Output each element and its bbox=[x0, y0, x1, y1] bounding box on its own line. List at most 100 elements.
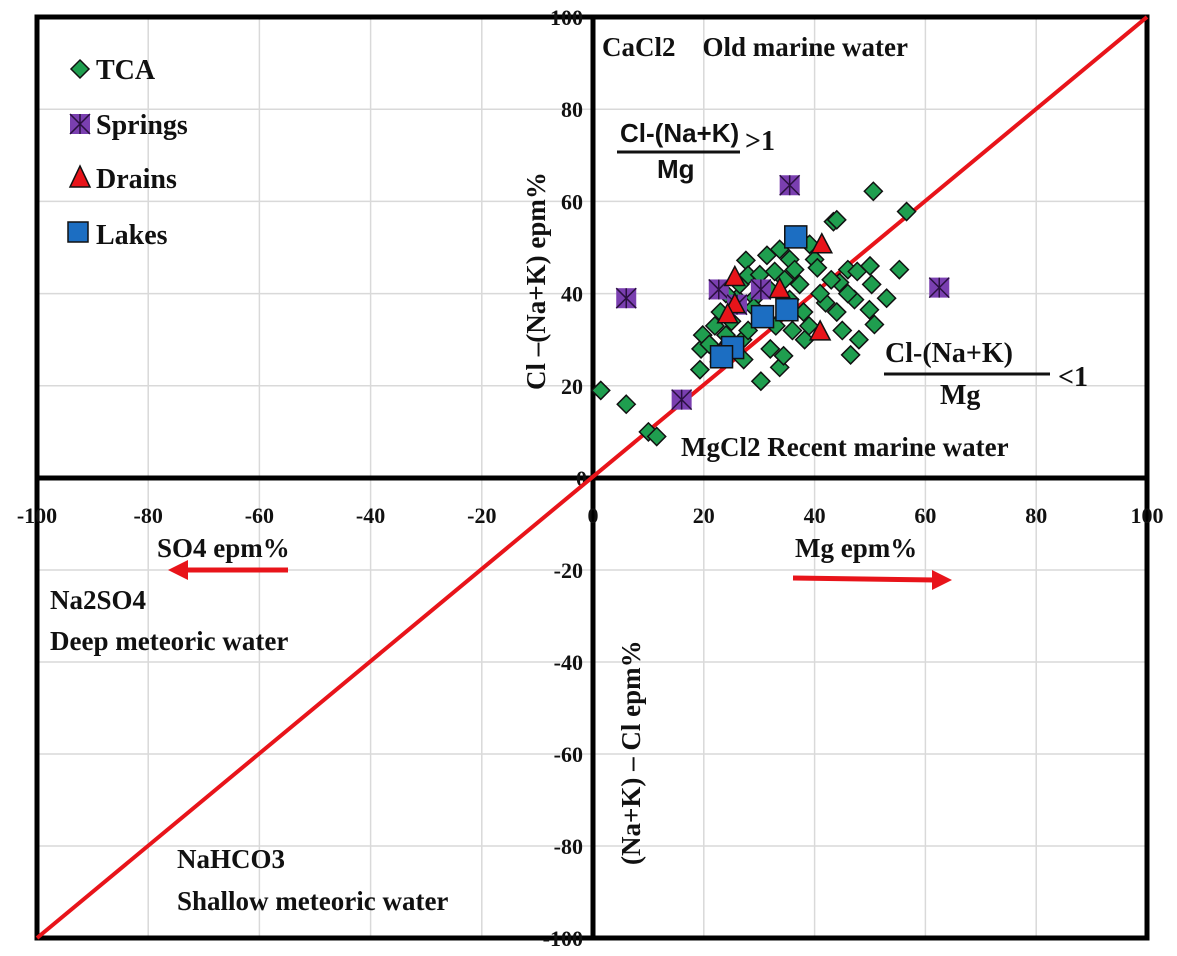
data-point-drains bbox=[768, 276, 791, 299]
x-tick-label: -100 bbox=[17, 503, 57, 528]
data-point-drains bbox=[810, 232, 834, 254]
x-axis-title-negative: SO4 epm% bbox=[157, 533, 290, 563]
data-point-tca bbox=[689, 359, 710, 380]
data-point-springs bbox=[708, 278, 730, 300]
legend-item-tca: TCA bbox=[69, 55, 156, 86]
data-point-tca bbox=[798, 315, 820, 336]
y-axis-title-positive: Cl –(Na+K) epm% bbox=[521, 172, 551, 390]
quadrant-label-cacl2: CaCl2 Old marine water bbox=[602, 32, 908, 62]
data-point-tca bbox=[590, 380, 611, 401]
legend-label-lakes: Lakes bbox=[96, 220, 168, 251]
data-point-tca bbox=[861, 274, 882, 295]
data-point-tca bbox=[782, 320, 803, 341]
x-tick-label: -40 bbox=[356, 503, 385, 528]
legend-item-lakes: Lakes bbox=[67, 220, 168, 251]
legend-marker-tca bbox=[69, 58, 91, 80]
data-point-tca bbox=[810, 283, 831, 304]
legend-marker-drains bbox=[68, 164, 92, 188]
y-tick-label: -100 bbox=[543, 926, 583, 951]
ratio-annotation-above: Cl-(Na+K) Mg >1 bbox=[617, 118, 775, 184]
data-point-springs bbox=[750, 278, 772, 300]
data-point-drains bbox=[808, 319, 832, 341]
x-axis-title-positive: Mg epm% bbox=[795, 533, 917, 563]
data-point-tca bbox=[876, 288, 897, 309]
y-tick-label: 80 bbox=[561, 97, 583, 122]
data-point-drains bbox=[716, 302, 739, 324]
data-point-springs bbox=[779, 174, 801, 196]
data-point-drains bbox=[723, 264, 747, 287]
x-tick-label: 60 bbox=[914, 503, 936, 528]
data-point-tca bbox=[773, 345, 794, 366]
y-tick-label: 60 bbox=[561, 189, 583, 214]
data-point-tca bbox=[784, 259, 805, 280]
data-point-lakes bbox=[709, 345, 734, 369]
data-point-lakes bbox=[750, 304, 775, 329]
quadrant-label-deep-meteoric: Deep meteoric water bbox=[50, 626, 288, 656]
ratio-below-relation: <1 bbox=[1058, 362, 1088, 393]
legend: TCA Springs Drains Lakes bbox=[67, 55, 188, 251]
ratio-above-relation: >1 bbox=[745, 126, 775, 157]
tick-labels: -100 -80 -60 -40 -20 0 20 40 60 80 100 -100 -80 -60 -4… bbox=[17, 5, 1164, 951]
y-tick-label: -20 bbox=[554, 558, 583, 583]
ratio-annotation-below: Cl-(Na+K) Mg <1 bbox=[884, 338, 1088, 411]
x-tick-label: 20 bbox=[693, 503, 715, 528]
x-tick-label: -80 bbox=[134, 503, 163, 528]
data-point-tca bbox=[832, 320, 853, 341]
y-tick-label: 100 bbox=[550, 5, 583, 30]
data-point-tca bbox=[826, 209, 847, 230]
quadrant-label-nahco3: NaHCO3 bbox=[177, 844, 285, 874]
y-tick-label: 40 bbox=[561, 282, 583, 307]
data-point-tca bbox=[896, 201, 917, 222]
data-point-springs bbox=[615, 287, 637, 309]
quadrant-label-na2so4: Na2SO4 bbox=[50, 585, 146, 615]
legend-label-springs: Springs bbox=[96, 110, 188, 141]
data-point-tca bbox=[859, 255, 881, 277]
data-point-tca bbox=[821, 269, 842, 290]
legend-item-springs: Springs bbox=[69, 110, 188, 141]
quadrant-label-shallow-meteoric: Shallow meteoric water bbox=[177, 886, 448, 916]
data-point-tca bbox=[789, 274, 810, 295]
ratio-above-numerator: Cl-(Na+K) bbox=[620, 118, 739, 148]
legend-item-drains: Drains bbox=[68, 164, 177, 195]
data-point-tca bbox=[760, 338, 781, 359]
legend-label-drains: Drains bbox=[96, 164, 177, 195]
y-tick-label: -60 bbox=[554, 742, 583, 767]
data-point-tca bbox=[826, 301, 847, 323]
x-tick-label: 0 bbox=[588, 503, 599, 528]
x-tick-label: 100 bbox=[1131, 503, 1164, 528]
quadrant-label-mgcl2: MgCl2 Recent marine water bbox=[681, 432, 1009, 462]
ratio-above-denominator: Mg bbox=[657, 154, 695, 184]
y-tick-label: -40 bbox=[554, 650, 583, 675]
x-tick-label: 80 bbox=[1025, 503, 1047, 528]
data-point-tca bbox=[864, 314, 885, 335]
data-point-tca bbox=[837, 283, 858, 304]
y-axis-title-negative: (Na+K) – Cl epm% bbox=[616, 640, 646, 865]
data-point-tca bbox=[616, 394, 637, 415]
legend-marker-lakes bbox=[67, 221, 89, 243]
data-point-lakes bbox=[784, 225, 808, 249]
data-point-tca bbox=[646, 426, 667, 447]
data-point-tca bbox=[807, 257, 828, 278]
ratio-below-numerator: Cl-(Na+K) bbox=[885, 338, 1013, 369]
arrow-left-icon bbox=[168, 560, 288, 580]
data-points bbox=[590, 174, 950, 447]
data-point-tca bbox=[750, 371, 771, 392]
y-tick-label: 0 bbox=[576, 466, 587, 491]
data-point-tca bbox=[863, 181, 884, 202]
data-point-springs bbox=[928, 277, 950, 299]
data-point-tca bbox=[889, 259, 910, 280]
data-point-tca bbox=[848, 329, 869, 350]
x-tick-label: -20 bbox=[467, 503, 496, 528]
ratio-below-denominator: Mg bbox=[940, 380, 980, 411]
y-tick-label: -80 bbox=[554, 834, 583, 859]
x-tick-label: 40 bbox=[804, 503, 826, 528]
reference-line-1to1 bbox=[35, 15, 1149, 940]
data-point-springs bbox=[671, 389, 693, 411]
data-point-tca bbox=[840, 344, 861, 365]
x-tick-label: -60 bbox=[245, 503, 274, 528]
arrow-right-icon bbox=[792, 570, 952, 590]
data-point-tca bbox=[859, 299, 880, 320]
data-point-lakes bbox=[775, 297, 799, 322]
legend-label-tca: TCA bbox=[96, 55, 156, 86]
